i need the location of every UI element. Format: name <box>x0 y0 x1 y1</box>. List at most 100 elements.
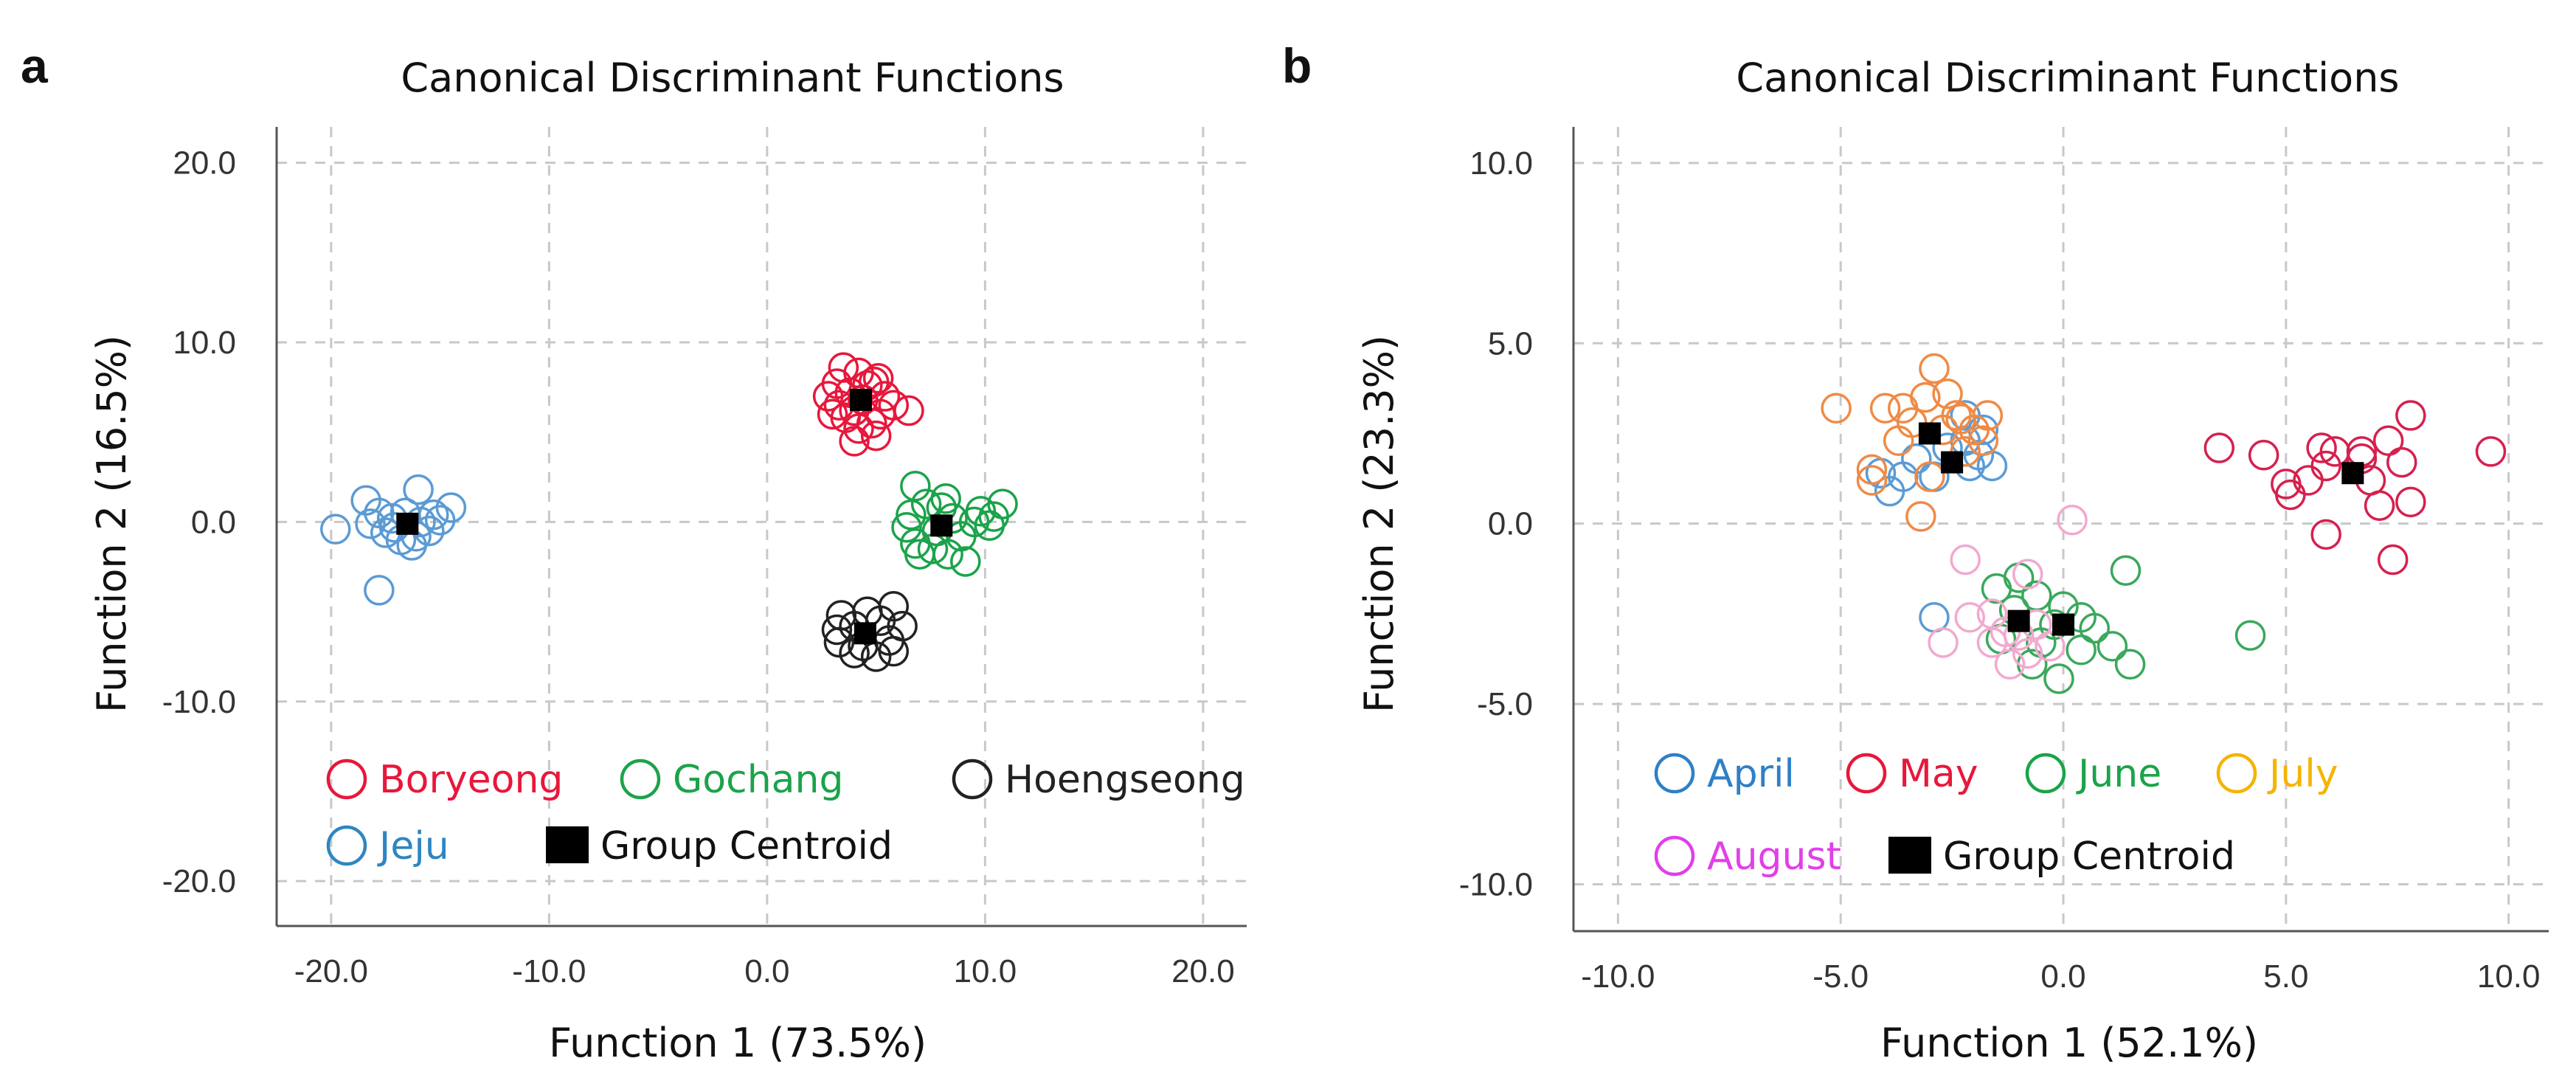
point-june <box>2110 555 2142 586</box>
legend-marker-july <box>2216 753 2257 794</box>
point-jeju <box>403 474 434 505</box>
point-jeju <box>418 499 449 531</box>
point-boryeong <box>858 366 890 398</box>
legend-label-april: April <box>1707 752 1795 796</box>
point-boryeong <box>839 426 870 457</box>
point-boryeong <box>843 413 874 444</box>
point-june <box>2097 631 2128 662</box>
point-may <box>2395 400 2426 431</box>
point-august <box>1954 602 1986 633</box>
centroid-boryeong <box>849 388 872 411</box>
panel-a-ticks: -20.0 -10.0 0.0 10.0 20.0 -20.0 -10.0 0.0 10.0 20… <box>162 145 1235 989</box>
point-august <box>2035 631 2066 662</box>
legend-marker-jeju <box>326 825 367 866</box>
centroid-july <box>1918 422 1941 445</box>
legend-label-group-centroid: Group Centroid <box>1943 834 2235 879</box>
y-tick-label: 0.0 <box>1488 506 1533 542</box>
panel-a-centroids <box>396 388 953 645</box>
point-april <box>1901 443 1932 474</box>
point-gochang <box>904 539 935 570</box>
x-tick-label: -10.0 <box>1581 958 1655 995</box>
point-may <box>2377 544 2409 576</box>
legend-marker-hoengseong <box>952 758 993 800</box>
panel-b-centroids <box>1918 422 2364 636</box>
panel-b: b Canonical Discriminant Functions -10.0… <box>1282 38 2549 1066</box>
x-tick-label: 10.0 <box>954 953 1017 989</box>
point-july <box>1905 501 1936 532</box>
point-july <box>1914 461 1945 492</box>
point-july <box>1869 393 1901 424</box>
centroid-june <box>2052 613 2075 636</box>
legend-marker-group-centroid <box>546 826 589 863</box>
x-tick-label: -10.0 <box>512 953 586 989</box>
panel-a-letter: a <box>21 38 49 93</box>
point-april <box>1919 602 1950 633</box>
point-august <box>1928 627 1959 658</box>
point-jeju <box>396 530 427 561</box>
point-july <box>1945 404 1976 435</box>
y-tick-label: 20.0 <box>173 145 236 182</box>
centroid-may <box>2341 462 2364 485</box>
point-july <box>1883 425 1914 456</box>
point-boryeong <box>893 395 924 426</box>
legend-label-jeju: Jeju <box>377 824 449 868</box>
panel-a-y-label: Function 2 (16.5%) <box>89 335 135 713</box>
point-gochang <box>910 488 942 519</box>
point-may <box>2310 519 2341 550</box>
legend-marker-june <box>2025 753 2066 794</box>
point-gochang <box>932 539 963 570</box>
point-june <box>2114 649 2146 680</box>
y-tick-label: 0.0 <box>191 504 236 540</box>
point-july <box>1821 393 1852 424</box>
centroid-april <box>1941 451 1964 474</box>
legend-label-june: June <box>2076 752 2161 796</box>
point-jeju <box>320 514 351 545</box>
centroid-jeju <box>396 512 419 535</box>
point-july <box>1932 378 1963 410</box>
y-tick-label: 5.0 <box>1488 325 1533 362</box>
panel-a-grid <box>277 127 1247 926</box>
point-hoengseong <box>878 635 910 667</box>
legend-label-july: July <box>2267 752 2338 796</box>
point-may <box>2372 425 2404 456</box>
point-hoengseong <box>865 605 896 637</box>
point-gochang <box>900 470 931 502</box>
point-august <box>1976 627 2008 658</box>
point-boryeong <box>817 398 848 430</box>
x-tick-label: 10.0 <box>2477 958 2541 995</box>
point-gochang <box>891 511 922 543</box>
legend-marker-may <box>1846 753 1887 794</box>
panel-a-points <box>320 352 1018 672</box>
centroid-august <box>2007 609 2030 632</box>
point-jeju <box>364 575 395 606</box>
legend-label-boryeong: Boryeong <box>379 758 563 802</box>
point-july <box>1887 393 1919 424</box>
point-may <box>2395 486 2426 518</box>
y-tick-label: -10.0 <box>1459 866 1533 902</box>
point-may <box>2386 446 2417 478</box>
panel-b-title: Canonical Discriminant Functions <box>1736 55 2399 101</box>
point-may <box>2475 436 2507 467</box>
point-may <box>2319 436 2350 467</box>
point-jeju <box>435 492 467 523</box>
panel-a-x-label: Function 1 (73.5%) <box>549 1020 927 1066</box>
point-may <box>2346 436 2378 467</box>
point-may <box>2275 479 2306 511</box>
centroid-gochang <box>930 514 953 537</box>
point-august <box>1950 544 1981 576</box>
point-boryeong <box>860 420 892 452</box>
point-hoengseong <box>821 614 853 646</box>
panel-b-y-label: Function 2 (23.3%) <box>1356 335 1402 713</box>
centroid-hoengseong <box>854 622 876 645</box>
panel-a-title: Canonical Discriminant Functions <box>401 55 1064 101</box>
point-august <box>2012 559 2043 590</box>
legend-label-group-centroid: Group Centroid <box>600 824 893 868</box>
legend-marker-august <box>1654 835 1695 877</box>
x-tick-label: 0.0 <box>744 953 789 989</box>
legend-label-may: May <box>1899 752 1978 796</box>
legend-marker-april <box>1654 753 1695 794</box>
panel-b-legend: April May June July August Group Centroid <box>1654 752 2338 879</box>
legend-marker-group-centroid <box>1888 837 1931 874</box>
point-may <box>2306 432 2337 463</box>
